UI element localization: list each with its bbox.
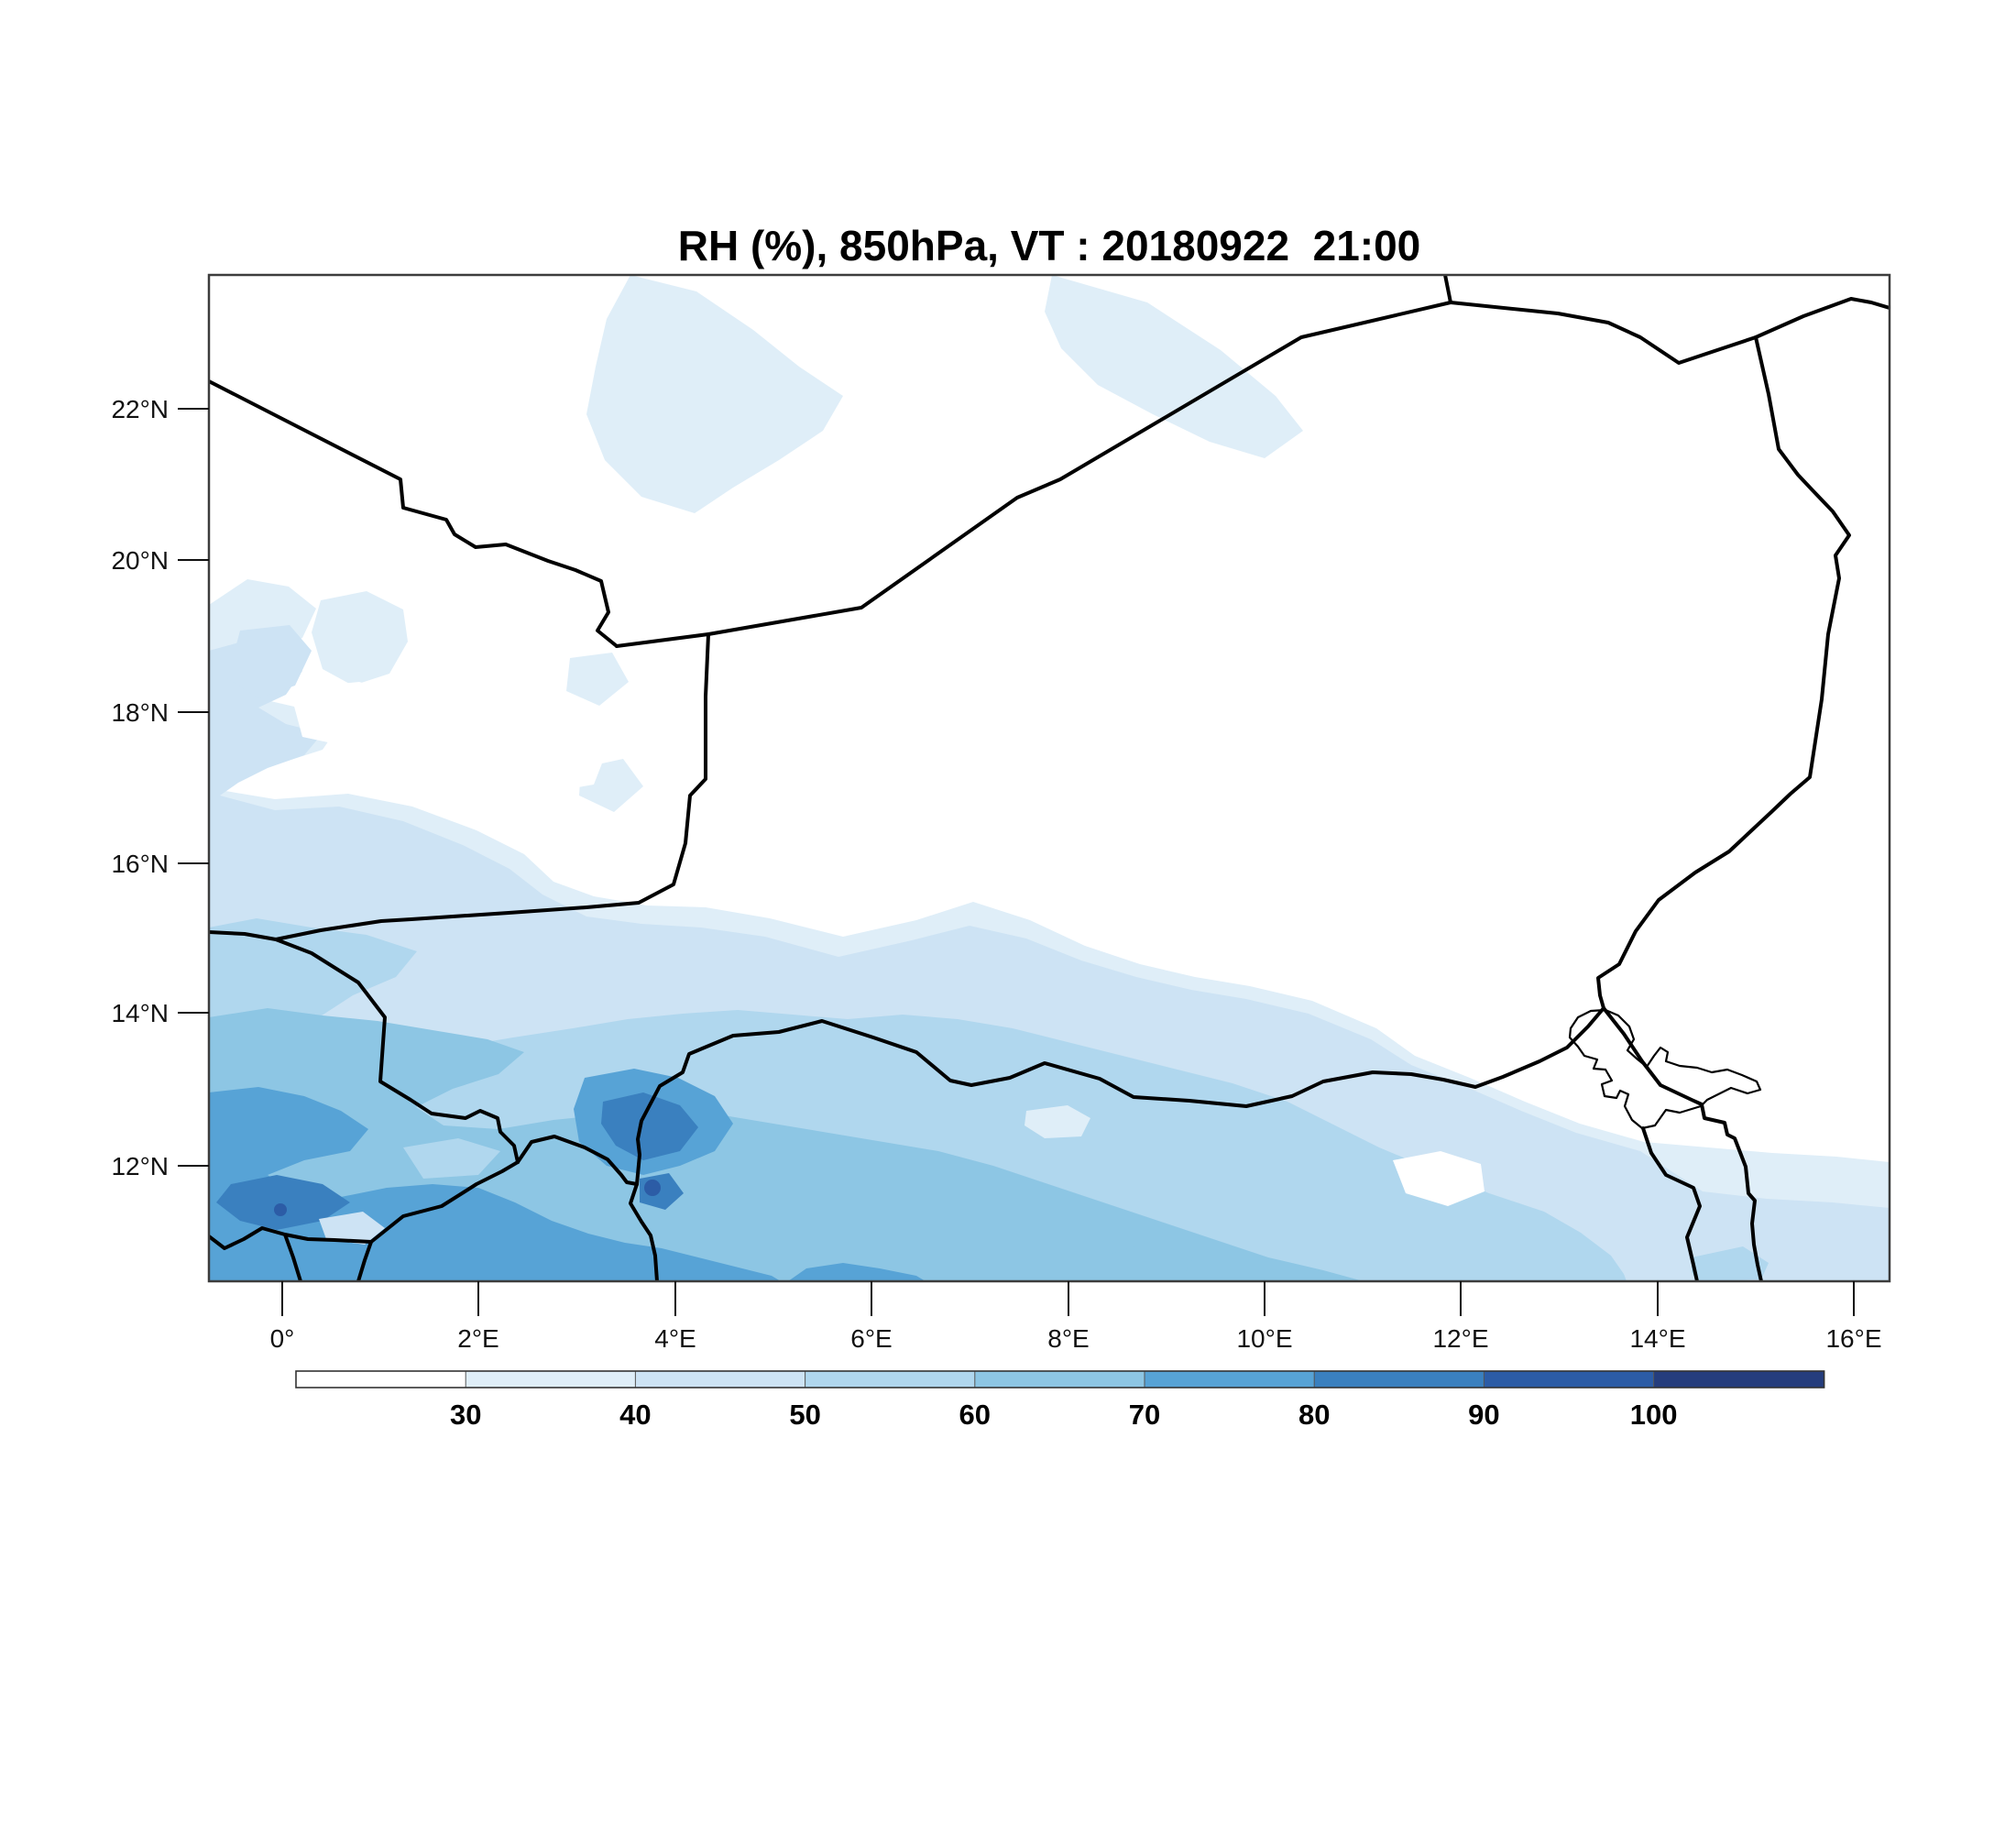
pale-pocket-inside-west (403, 1138, 500, 1179)
colorbar-segment-40-50 (634, 1370, 806, 1388)
rh-region-80-90-west (216, 1175, 350, 1230)
colorbar-segment-lt30 (295, 1370, 467, 1388)
colorbar-segment-70-80 (1144, 1370, 1316, 1388)
lat-label-22n: 22°N (111, 395, 169, 423)
lon-axis: 0° 2°E 4°E 6°E 8°E 10°E 12°E 14°E 16°E (270, 1281, 1882, 1353)
map-canvas (209, 275, 1890, 1281)
rh-fill-90-100 (274, 1180, 661, 1216)
rh-region-30-40-north-central (586, 275, 843, 513)
map-frame (207, 273, 1891, 1283)
lon-label-10e: 10°E (1236, 1324, 1292, 1353)
rh-dry-pockets (290, 682, 1485, 1245)
colorbar-segment-80-90 (1313, 1370, 1485, 1388)
lon-label-14e: 14°E (1629, 1324, 1685, 1353)
rh-region-30-40-northeast (1045, 275, 1303, 458)
border-niger-nigeria (635, 1006, 1605, 1186)
pale-pocket-south-central (1024, 1105, 1090, 1138)
rh-region-70-80-bottom-mid (788, 1263, 926, 1281)
border-chad-cameroon-nigeria (1602, 1006, 1763, 1281)
lon-label-2e: 2°E (457, 1324, 499, 1353)
rh-fill-80-90 (216, 1092, 698, 1230)
border-libya-niger (1449, 297, 1890, 365)
colorbar-label-40: 40 (619, 1399, 651, 1431)
lat-axis: 22°N 20°N 18°N 16°N 14°N 12°N (111, 395, 209, 1180)
lat-label-18n: 18°N (111, 698, 169, 727)
border-benin-niger (516, 1135, 639, 1186)
lon-label-0: 0° (270, 1324, 295, 1353)
colorbar-segment-60-70 (974, 1370, 1146, 1388)
border-algeria-libya (1443, 275, 1452, 304)
border-ghana-togo (283, 1233, 302, 1281)
lat-label-14n: 14°N (111, 999, 169, 1027)
border-burkina-niger (274, 938, 520, 1164)
rh-region-30-40-spot-a (566, 653, 629, 706)
lon-label-8e: 8°E (1047, 1324, 1089, 1353)
rh-region-50-60-se-blob (1692, 1246, 1769, 1281)
colorbar-label-80: 80 (1298, 1399, 1330, 1431)
page-title: RH (%), 850hPa, VT : 20180922 21:00 (678, 222, 1421, 269)
border-burkina-benin (369, 1160, 520, 1244)
rh-region-80-90-central-a (601, 1092, 698, 1160)
colorbar-segment-90-100 (1483, 1370, 1655, 1388)
lat-label-20n: 20°N (111, 546, 169, 575)
pale-pocket-southwest (319, 1212, 385, 1245)
colorbar-segment-50-60 (805, 1370, 977, 1388)
rh-region-60-70-east-blob (1111, 1241, 1193, 1281)
rh-region-90-100-core-a (644, 1180, 661, 1196)
dry-pocket-southeast (1393, 1151, 1485, 1206)
dry-pocket-west-a (290, 682, 412, 748)
lon-label-12e: 12°E (1432, 1324, 1488, 1353)
country-borders (209, 275, 1890, 1281)
border-benin-nigeria (629, 1182, 659, 1281)
colorbar: 30 40 50 60 70 80 90 100 (295, 1370, 1825, 1431)
border-algeria-mali (209, 379, 619, 648)
lon-label-16e: 16°E (1825, 1324, 1881, 1353)
rh-region-40-50-left-blob (227, 625, 312, 698)
border-togo-benin (356, 1240, 373, 1281)
border-niger-chad (1596, 335, 1851, 1010)
colorbar-segment-30-40 (465, 1370, 637, 1388)
border-burkina-ghana-togo (209, 1226, 373, 1250)
border-nigeria-cameroon (1641, 1126, 1702, 1281)
rh-region-90-100-core-b (274, 1203, 287, 1216)
colorbar-label-70: 70 (1129, 1399, 1160, 1431)
lon-label-6e: 6°E (850, 1324, 892, 1353)
colorbar-label-60: 60 (959, 1399, 991, 1431)
lake-chad-outline (1568, 1008, 1762, 1130)
colorbar-label-100: 100 (1630, 1399, 1678, 1431)
lon-label-4e: 4°E (654, 1324, 696, 1353)
lat-label-16n: 16°N (111, 850, 169, 878)
colorbar-label-90: 90 (1468, 1399, 1499, 1431)
border-mali-niger (209, 632, 710, 941)
dry-pocket-west-b (509, 728, 607, 794)
rh-region-30-40-spot-c (312, 591, 408, 686)
lat-label-12n: 12°N (111, 1152, 169, 1180)
colorbar-outline (295, 1370, 1825, 1388)
colorbar-label-30: 30 (450, 1399, 481, 1431)
colorbar-segment-gt100 (1653, 1370, 1825, 1388)
colorbar-label-50: 50 (789, 1399, 820, 1431)
